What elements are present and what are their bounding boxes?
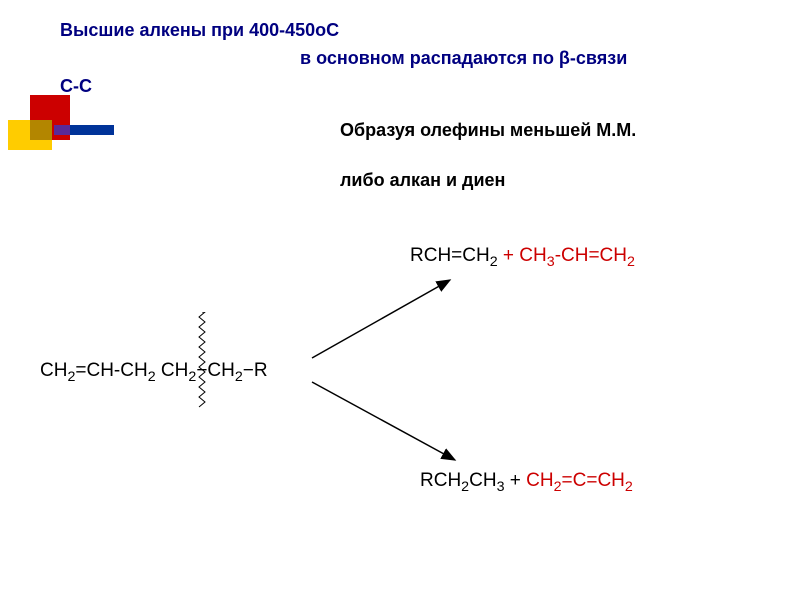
arrow-to-bottom-product [312,382,455,460]
arrow-to-top-product [312,280,450,358]
heading-line-2: в основном распадаются по β-связи [300,48,627,69]
subheading-2: либо алкан и диен [340,170,505,191]
logo-overlap-rb [54,125,70,135]
product-bottom-formula: RCH2CH3 + CH2=C=CH2 [420,470,633,495]
product-top-formula: RCH=CH2 + CH3-CH=CH2 [410,245,635,270]
logo-overlap-ry [30,120,52,140]
bond-cleavage-zigzag [198,312,206,408]
heading-line-1: Высшие алкены при 400-450оС [60,20,339,41]
reactant-formula: CH2=CH-CH2 CH2−CH2−R [40,360,268,385]
reaction-arrows [0,0,800,600]
heading-line-3: С-С [60,76,92,97]
subheading-1: Образуя олефины меньшей М.М. [340,120,636,141]
